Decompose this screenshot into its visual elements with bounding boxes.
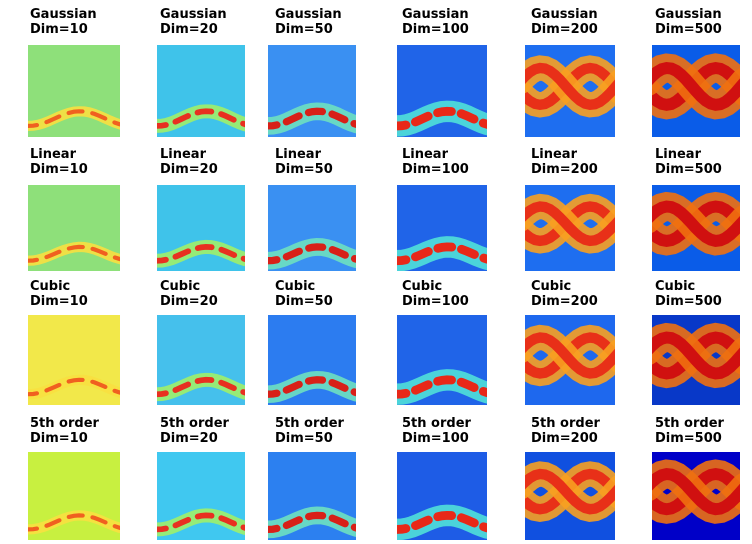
panel-method: Gaussian <box>30 7 97 22</box>
heatmap <box>397 315 487 405</box>
panel-dim: Dim=10 <box>30 22 88 37</box>
panel-method: 5th order <box>531 416 601 431</box>
panel-method: Linear <box>30 147 77 162</box>
panel-dim: Dim=500 <box>655 162 722 177</box>
panel-dim: Dim=50 <box>275 294 333 309</box>
heatmap-core <box>268 511 356 534</box>
panel-method: Cubic <box>275 279 315 294</box>
panel-dim: Dim=100 <box>402 294 469 309</box>
heatmap-core <box>525 468 615 515</box>
panel-method: Gaussian <box>531 7 598 22</box>
panel-dim: Dim=500 <box>655 294 722 309</box>
heatmap <box>397 185 487 271</box>
panel-method: Linear <box>531 147 578 162</box>
heatmap <box>28 452 120 540</box>
panel-dim: Dim=10 <box>30 162 88 177</box>
heatmap <box>28 45 120 137</box>
heatmap-core <box>28 109 120 129</box>
panel-method: Linear <box>655 147 702 162</box>
heatmap <box>157 45 245 137</box>
heatmap-core <box>157 244 245 264</box>
heatmap <box>652 452 740 540</box>
panel-dim: Dim=50 <box>275 162 333 177</box>
panel-dim: Dim=100 <box>402 22 469 37</box>
panel-dim: Dim=20 <box>160 22 218 37</box>
panel-method: Gaussian <box>275 7 342 22</box>
heatmap <box>157 185 245 271</box>
heatmap-core <box>652 331 740 380</box>
panel-method: 5th order <box>30 416 100 431</box>
panel-dim: Dim=20 <box>160 162 218 177</box>
heatmap <box>397 45 487 137</box>
panel-method: 5th order <box>402 416 472 431</box>
heatmap <box>652 45 740 137</box>
heatmap-core <box>525 201 615 247</box>
heatmap-core <box>397 106 487 131</box>
panel-dim: Dim=50 <box>275 431 333 446</box>
panel-method: 5th order <box>160 416 230 431</box>
heatmap <box>652 185 740 271</box>
heatmap <box>652 315 740 405</box>
heatmap <box>157 452 245 540</box>
heatmap <box>157 315 245 405</box>
panel-dim: Dim=20 <box>160 431 218 446</box>
heatmap-core <box>525 332 615 379</box>
heatmap-core <box>157 108 245 129</box>
heatmap-core <box>268 243 356 265</box>
panel-dim: Dim=200 <box>531 431 598 446</box>
panel-dim: Dim=200 <box>531 22 598 37</box>
heatmap-core <box>157 376 245 398</box>
panel-dim: Dim=200 <box>531 294 598 309</box>
panel-method: Gaussian <box>655 7 722 22</box>
panel-method: Gaussian <box>402 7 469 22</box>
panel-method: Cubic <box>402 279 442 294</box>
heatmap-core <box>652 200 740 247</box>
panel-method: Cubic <box>160 279 200 294</box>
panel-method: Linear <box>160 147 207 162</box>
heatmap-core <box>652 61 740 111</box>
heatmap-core <box>525 62 615 111</box>
panel-method: Cubic <box>30 279 70 294</box>
heatmap <box>397 452 487 540</box>
heatmap-core <box>157 512 245 533</box>
panel-method: 5th order <box>275 416 345 431</box>
heatmap-core <box>397 242 487 266</box>
panel-method: Cubic <box>655 279 695 294</box>
panel-dim: Dim=500 <box>655 431 722 446</box>
heatmap <box>268 185 356 271</box>
heatmap-core <box>268 107 356 130</box>
heatmap <box>268 45 356 137</box>
heatmap <box>28 315 120 405</box>
panel-dim: Dim=100 <box>402 431 469 446</box>
heatmap-core <box>268 376 356 398</box>
heatmap-core <box>28 513 120 532</box>
heatmap <box>525 45 615 137</box>
heatmap <box>525 185 615 271</box>
panel-method: 5th order <box>655 416 725 431</box>
heatmap <box>28 185 120 271</box>
panel-method: Cubic <box>531 279 571 294</box>
heatmap <box>525 452 615 540</box>
heatmap-core <box>652 467 740 516</box>
heatmap-core <box>397 510 487 534</box>
panel-dim: Dim=200 <box>531 162 598 177</box>
panel-dim: Dim=100 <box>402 162 469 177</box>
panel-dim: Dim=50 <box>275 22 333 37</box>
panel-method: Linear <box>275 147 322 162</box>
panel-method: Linear <box>402 147 449 162</box>
panel-dim: Dim=10 <box>30 294 88 309</box>
heatmap-core <box>397 375 487 399</box>
panel-method: Gaussian <box>160 7 227 22</box>
heatmap <box>268 452 356 540</box>
panel-dim: Dim=10 <box>30 431 88 446</box>
heatmap <box>268 315 356 405</box>
panel-dim: Dim=500 <box>655 22 722 37</box>
panel-dim: Dim=20 <box>160 294 218 309</box>
heatmap-core <box>28 244 120 263</box>
heatmap-core <box>28 377 120 397</box>
heatmap <box>525 315 615 405</box>
